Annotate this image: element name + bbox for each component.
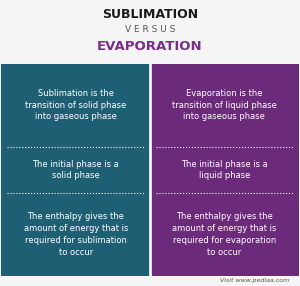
FancyBboxPatch shape [150,147,298,193]
Text: Sublimation is the
transition of solid phase
into gaseous phase: Sublimation is the transition of solid p… [25,89,126,122]
FancyBboxPatch shape [150,64,298,147]
FancyBboxPatch shape [2,193,150,276]
Text: EVAPORATION: EVAPORATION [97,40,203,53]
Text: Visit www.pediaa.com: Visit www.pediaa.com [220,278,290,283]
Text: V E R S U S: V E R S U S [125,25,175,34]
Text: SUBLIMATION: SUBLIMATION [102,8,198,21]
Text: The enthalpy gives the
amount of energy that is
required for sublimation
to occu: The enthalpy gives the amount of energy … [23,212,128,257]
FancyBboxPatch shape [2,64,150,147]
Text: The initial phase is a
liquid phase: The initial phase is a liquid phase [181,160,268,180]
FancyBboxPatch shape [150,193,298,276]
FancyBboxPatch shape [2,147,150,193]
Text: The enthalpy gives the
amount of energy that is
required for evaporation
to occu: The enthalpy gives the amount of energy … [172,212,277,257]
Text: The initial phase is a
solid phase: The initial phase is a solid phase [32,160,119,180]
Text: Evaporation is the
transition of liquid phase
into gaseous phase: Evaporation is the transition of liquid … [172,89,277,122]
